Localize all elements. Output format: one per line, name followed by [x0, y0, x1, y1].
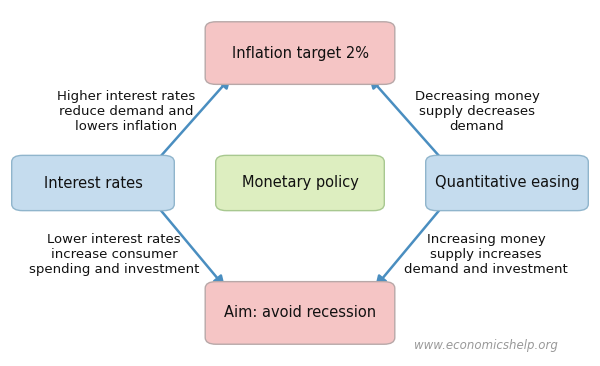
Text: www.economicshelp.org: www.economicshelp.org — [414, 339, 558, 352]
Text: Quantitative easing: Quantitative easing — [434, 176, 580, 190]
FancyBboxPatch shape — [426, 155, 588, 211]
Text: Monetary policy: Monetary policy — [242, 176, 358, 190]
FancyBboxPatch shape — [216, 155, 384, 211]
Text: Aim: avoid recession: Aim: avoid recession — [224, 306, 376, 320]
FancyBboxPatch shape — [205, 282, 395, 344]
Text: Inflation target 2%: Inflation target 2% — [232, 46, 368, 60]
Text: Increasing money
supply increases
demand and investment: Increasing money supply increases demand… — [404, 233, 568, 276]
Text: Decreasing money
supply decreases
demand: Decreasing money supply decreases demand — [415, 90, 539, 133]
FancyBboxPatch shape — [205, 22, 395, 85]
Text: Lower interest rates
increase consumer
spending and investment: Lower interest rates increase consumer s… — [29, 233, 199, 276]
Text: Interest rates: Interest rates — [44, 176, 142, 190]
FancyBboxPatch shape — [12, 155, 174, 211]
Text: Higher interest rates
reduce demand and
lowers inflation: Higher interest rates reduce demand and … — [57, 90, 195, 133]
